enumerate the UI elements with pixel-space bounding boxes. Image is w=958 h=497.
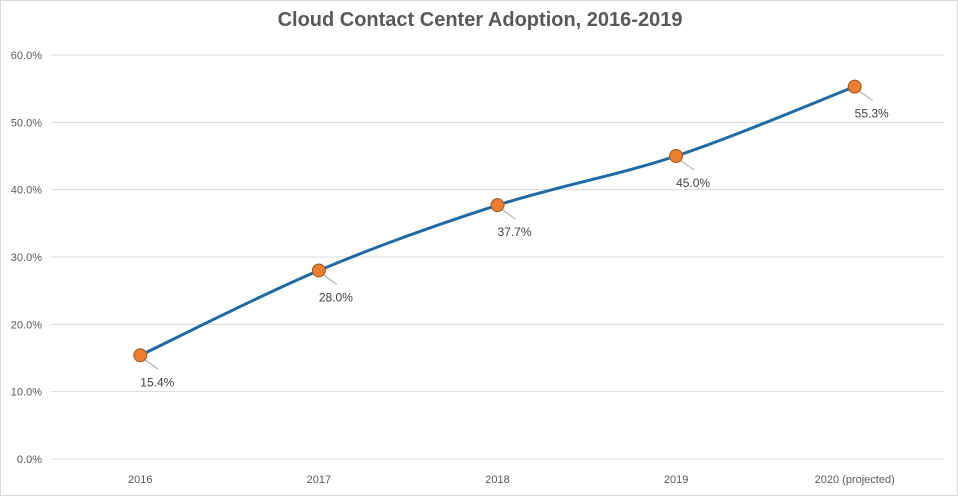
x-tick-label: 2017 [307, 474, 331, 486]
chart-title: Cloud Contact Center Adoption, 2016-2019 [277, 9, 683, 31]
data-label: 15.4% [140, 375, 174, 389]
leader-line [501, 208, 516, 220]
x-tick-label: 2020 (projected) [815, 474, 895, 486]
data-label: 28.0% [319, 290, 353, 304]
y-tick-label: 30.0% [11, 252, 42, 264]
data-point-marker [847, 79, 862, 94]
data-label: 45.0% [676, 176, 710, 190]
leader-line [322, 274, 338, 285]
data-label: 37.7% [497, 225, 531, 239]
leader-line [144, 358, 159, 370]
x-tick-label: 2016 [128, 474, 152, 486]
series-line [139, 85, 856, 357]
gridlines [51, 54, 944, 460]
y-tick-label: 50.0% [11, 117, 42, 129]
y-tick-label: 0.0% [17, 454, 42, 466]
data-label: 55.3% [855, 107, 889, 121]
data-labels: 15.4% 28.0% 37.7% 45.0% 55.3% [140, 107, 889, 390]
x-tick-label: 2019 [664, 474, 688, 486]
data-point-marker [669, 149, 684, 163]
y-tick-label: 10.0% [11, 387, 42, 399]
y-tick-label: 60.0% [11, 50, 42, 62]
data-point-marker [490, 198, 505, 213]
data-point-marker [311, 263, 326, 278]
x-axis-ticks: 2016 2017 2018 2019 2020 (projected) [128, 474, 895, 486]
y-tick-label: 20.0% [11, 319, 42, 331]
y-axis-ticks: 0.0% 10.0% 20.0% 30.0% 40.0% 50.0% 60.0% [11, 50, 42, 466]
data-markers [133, 79, 862, 363]
leader-lines [144, 90, 873, 370]
leader-line [679, 159, 695, 171]
x-tick-label: 2018 [485, 474, 509, 486]
data-point-marker [133, 348, 148, 363]
leader-line [858, 90, 873, 102]
y-tick-label: 40.0% [11, 185, 42, 197]
